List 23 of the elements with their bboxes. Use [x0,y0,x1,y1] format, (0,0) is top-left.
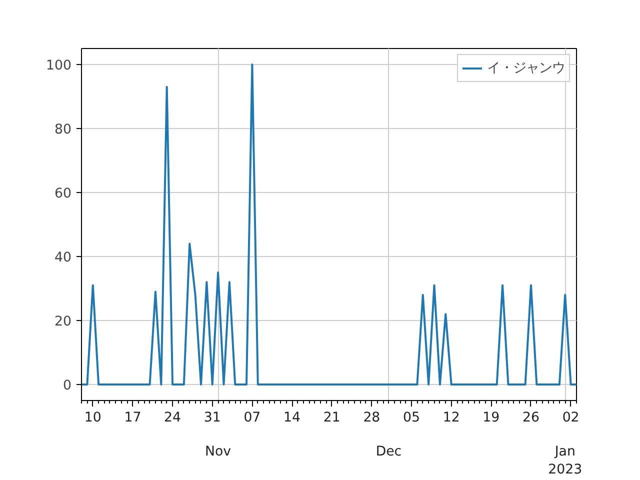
x-tick-label: 12 [442,410,460,426]
x-tick-label: 14 [284,410,301,426]
text: Dec [376,444,402,460]
y-tick-label: 60 [54,186,72,202]
x-tick-label: 19 [482,410,500,426]
x-tick-label: 31 [204,410,221,426]
y-tick-label: 20 [54,314,72,330]
y-tick-label: 0 [63,378,72,394]
x-tick-label: 21 [323,410,340,426]
x-tick-label: 24 [164,410,182,426]
y-tick-label: 100 [46,58,72,74]
legend-label: イ・ジャンウ [487,60,565,77]
y-tick-label: 80 [54,122,72,138]
x-tick-label: 07 [244,410,261,426]
x-tick-label: 02 [562,410,580,426]
x-tick-label: 17 [124,410,142,426]
x-tick-label: 10 [84,410,102,426]
x-tick-label: 26 [522,410,540,426]
x-tick-label: 05 [403,410,420,426]
text: Nov [205,444,232,460]
y-tick-label: 40 [54,250,72,266]
x-tick-label: 28 [363,410,380,426]
text: Jan 2023 [548,444,582,478]
